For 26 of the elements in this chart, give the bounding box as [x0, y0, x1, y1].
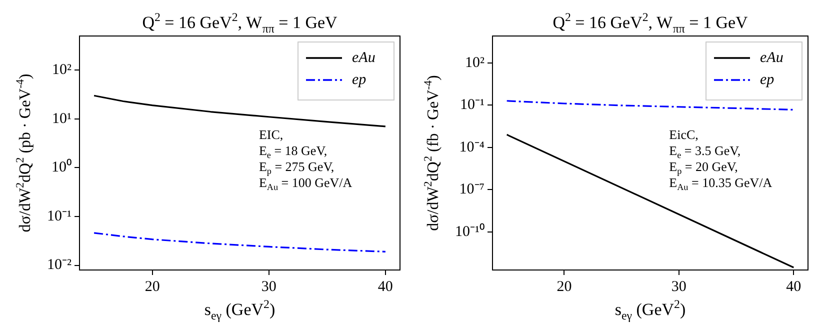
legend-label: ep [760, 72, 775, 88]
y-axis-title: dσ/dW2dQ2 (pb · GeV-4) [14, 74, 34, 232]
y-tick-label: 10⁰ [51, 158, 72, 176]
legend-label: eAu [352, 50, 376, 66]
x-tick-label: 20 [556, 278, 572, 295]
legend-label: eAu [760, 50, 784, 66]
y-tick-label: 10² [52, 62, 72, 78]
y-tick-label: 10⁻⁴ [459, 139, 484, 156]
x-tick-label: 40 [378, 278, 393, 295]
line-series [506, 100, 794, 111]
y-tick-label: 10⁻¹ [460, 97, 484, 114]
y-tick-label: 10⁻² [46, 257, 72, 274]
annotation: EicC, [669, 126, 698, 142]
x-tick-label: 30 [671, 278, 686, 295]
y-tick-label: 10² [464, 54, 485, 71]
y-axis-title: dσ/dW2dQ2 (fb · GeV-4) [422, 75, 442, 231]
x-tick-label: 40 [786, 278, 802, 295]
y-tick-label: 10⁻¹⁰ [454, 222, 484, 240]
line-series [93, 232, 386, 252]
annotation: EIC, [258, 126, 284, 142]
y-tick-label: 10⁻¹ [46, 208, 72, 224]
legend-label: ep [352, 72, 367, 88]
y-tick-label: 10¹ [52, 110, 72, 127]
x-tick-label: 30 [261, 278, 276, 295]
y-tick-label: 10⁻⁷ [459, 182, 484, 198]
x-tick-label: 20 [144, 278, 160, 295]
